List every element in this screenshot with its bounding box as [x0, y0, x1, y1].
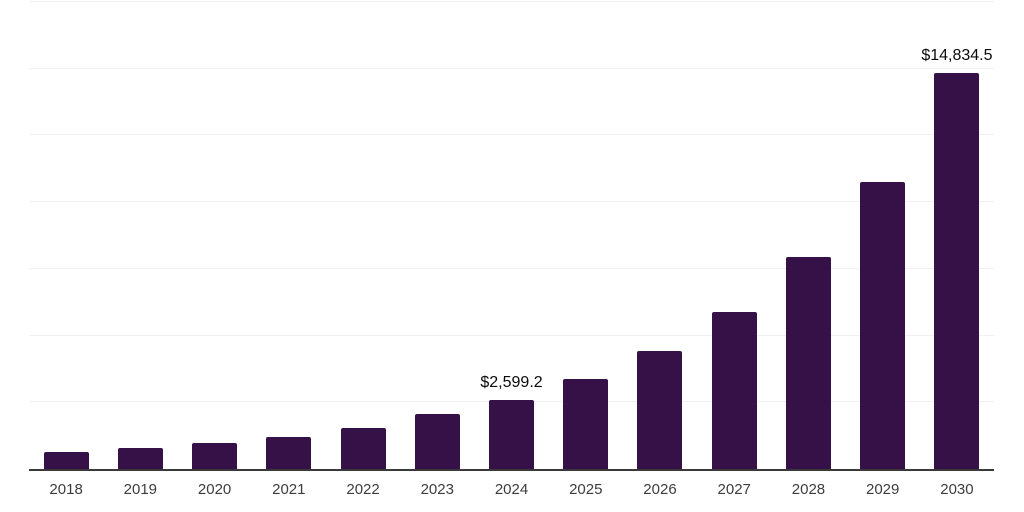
bar-2030: [934, 73, 980, 469]
bar-2020: [192, 443, 238, 469]
bar-column-2029: [846, 2, 920, 469]
gridline-5000: [29, 334, 994, 336]
x-tick-2019: 2019: [123, 481, 158, 498]
bar-column-2023: [400, 2, 474, 469]
x-tick-2024: 2024: [494, 481, 529, 498]
bar-2019: [117, 447, 163, 469]
bar-column-2022: [326, 2, 400, 469]
bar-2023: [414, 414, 460, 469]
x-tick-2030: 2030: [940, 481, 974, 498]
bar-column-2026: [623, 2, 697, 469]
x-tick-2020: 2020: [197, 481, 232, 498]
bar-column-2024: $2,599.2: [474, 2, 548, 469]
bar-column-2019: [103, 2, 177, 469]
data-label-2024: $2,599.2: [480, 373, 543, 391]
gridline-10000: [29, 201, 994, 203]
bar-2028: [785, 257, 831, 469]
x-tick-2021: 2021: [272, 481, 306, 498]
x-tick-2027: 2027: [717, 481, 751, 498]
bars-container: $2,599.2 $14,834.5: [29, 2, 994, 469]
bar-column-2021: [252, 2, 326, 469]
bar-column-2027: [697, 2, 771, 469]
bar-column-2018: [29, 2, 103, 469]
gridline-15000: [29, 67, 994, 69]
data-label-2030: $14,834.5: [921, 47, 993, 65]
bar-column-2030: $14,834.5: [920, 2, 994, 469]
bar-2029: [860, 181, 906, 469]
bar-column-2028: [771, 2, 845, 469]
x-tick-2028: 2028: [791, 481, 826, 498]
bar-2024: [489, 399, 535, 469]
bar-2021: [266, 436, 312, 469]
x-tick-2025: 2025: [569, 481, 603, 498]
bar-2025: [563, 379, 609, 469]
bar-2022: [340, 428, 386, 469]
x-tick-2022: 2022: [346, 481, 380, 498]
bar-column-2025: [549, 2, 623, 469]
x-axis-tick-labels: 2018 2019 2020 2021 2022 2023 2024 2025 2026 2027…: [29, 481, 994, 498]
bar-2018: [43, 452, 89, 469]
x-tick-2029: 2029: [866, 481, 900, 498]
gridline-12500: [29, 134, 994, 136]
x-tick-2026: 2026: [643, 481, 677, 498]
bar-column-2020: [177, 2, 251, 469]
gridline-17500: [29, 1, 994, 2]
x-tick-2023: 2023: [420, 481, 454, 498]
bar-2027: [711, 312, 757, 469]
plot-area: $2,599.2 $14,834.5: [29, 1, 994, 471]
x-tick-2018: 2018: [49, 481, 83, 498]
bar-2026: [637, 351, 683, 469]
gridline-7500: [29, 267, 994, 269]
